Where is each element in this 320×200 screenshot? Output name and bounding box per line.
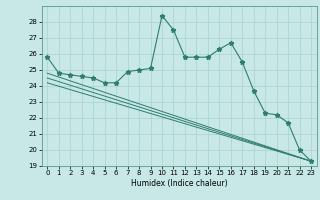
X-axis label: Humidex (Indice chaleur): Humidex (Indice chaleur)	[131, 179, 228, 188]
